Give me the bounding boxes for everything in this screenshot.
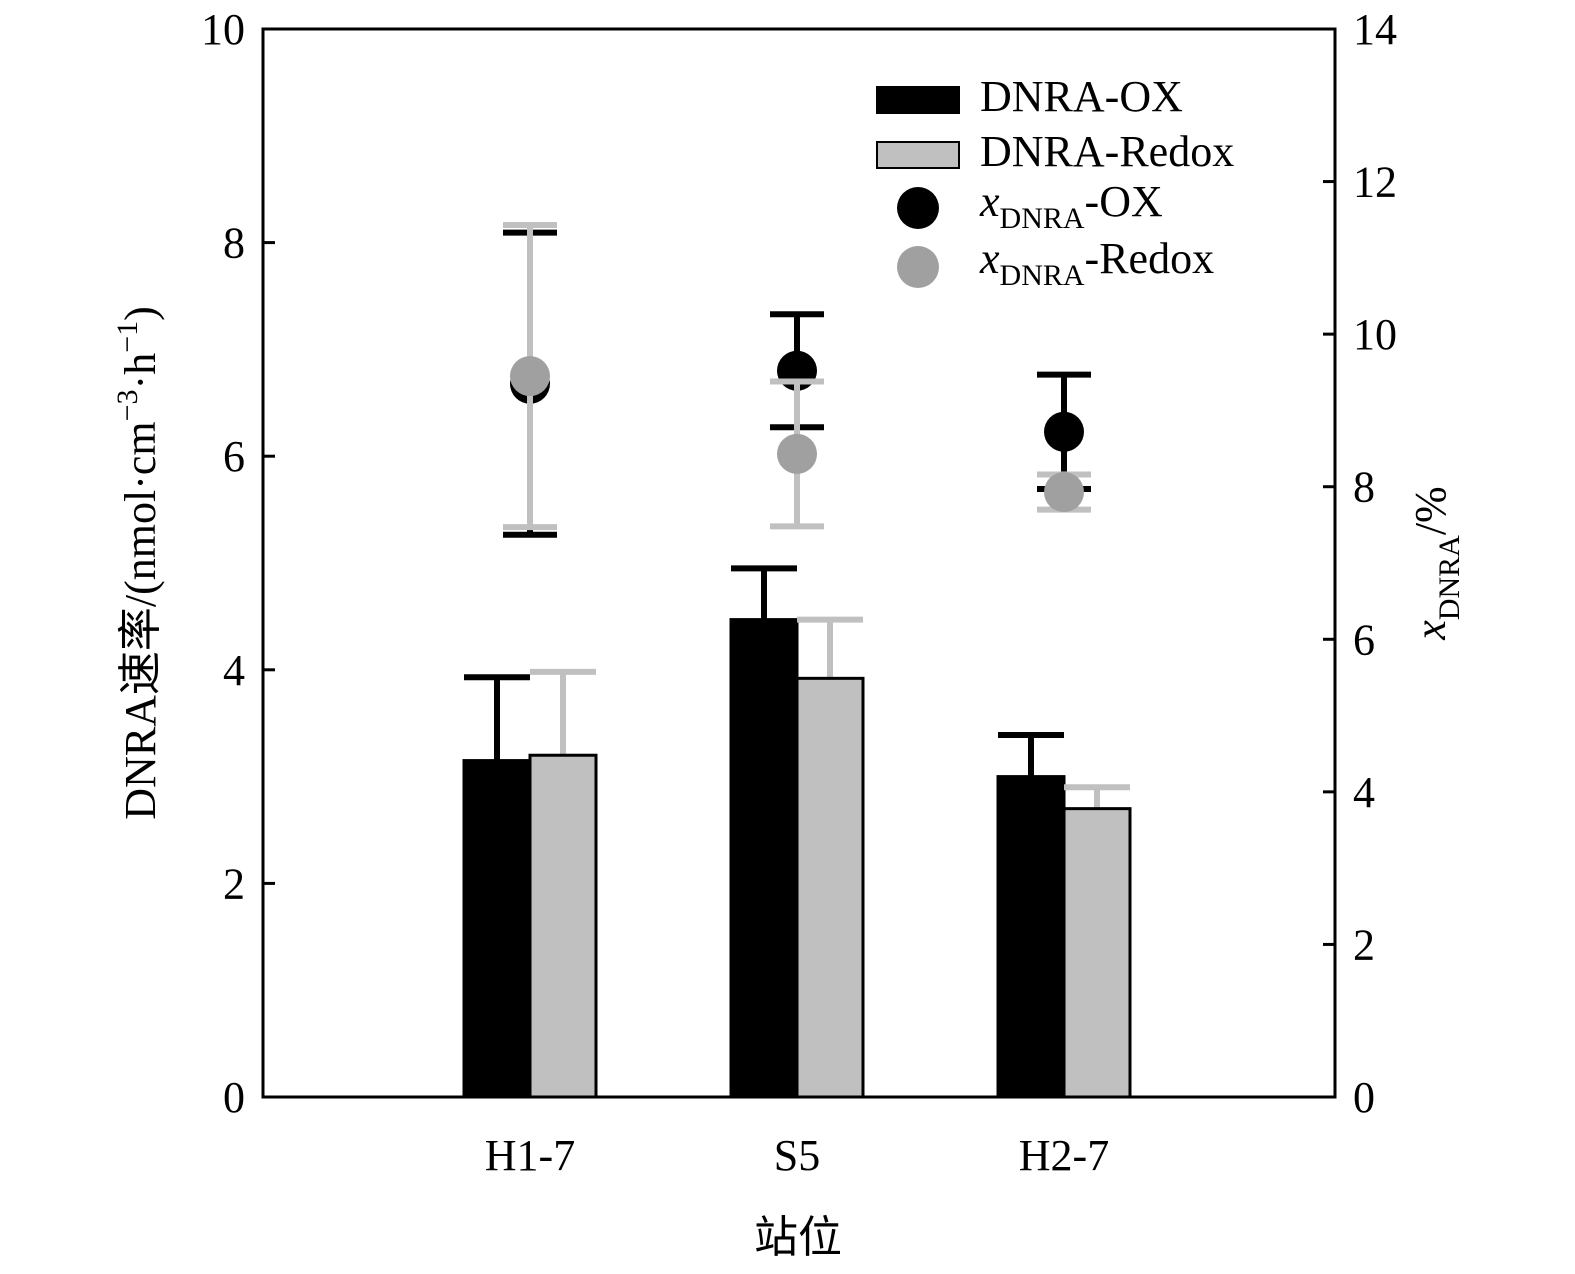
bar	[795, 676, 865, 1099]
data-point	[510, 356, 550, 397]
data-point	[1044, 472, 1084, 513]
right-axis-title: xDNRA/%	[1406, 486, 1466, 640]
legend-label-xdnra-ox: xDNRA-OX	[979, 177, 1163, 235]
x-axis-title: 站位	[754, 1213, 842, 1262]
x-axis: H1-7 S5 H2-7	[485, 1085, 1109, 1180]
left-axis-title: DNRA速率/(nmol·cm−3·h−1)	[111, 306, 165, 820]
x-axis-tick-label: S5	[774, 1131, 820, 1180]
left-axis-tick-label: 4	[223, 646, 245, 695]
right-axis-tick-label: 0	[1353, 1073, 1375, 1122]
left-axis: 0 2 4 6 8 10	[201, 5, 275, 1122]
legend-label-dnra-redox: DNRA-Redox	[980, 127, 1234, 176]
bar	[729, 618, 799, 1099]
plot-content	[462, 222, 1132, 1099]
legend-swatch-dnra-ox	[876, 86, 960, 114]
bar	[462, 759, 532, 1099]
right-axis-tick-label: 8	[1353, 463, 1375, 512]
left-axis-tick-label: 2	[223, 859, 245, 908]
data-point	[1044, 411, 1084, 452]
legend-marker-xdnra-redox	[897, 246, 939, 288]
left-axis-tick-label: 10	[201, 5, 245, 54]
left-axis-tick-label: 0	[223, 1073, 245, 1122]
legend: DNRA-OX DNRA-Redox xDNRA-OX xDNRA-Redox	[876, 72, 1234, 292]
right-axis-tick-label: 10	[1353, 310, 1397, 359]
right-axis-tick-label: 12	[1353, 158, 1397, 207]
x-axis-tick-label: H2-7	[1019, 1131, 1109, 1180]
legend-label-xdnra-redox: xDNRA-Redox	[979, 234, 1214, 292]
bar	[996, 775, 1066, 1099]
legend-marker-xdnra-ox	[897, 187, 939, 229]
x-axis-tick-label: H1-7	[485, 1131, 575, 1180]
legend-swatch-dnra-redox	[876, 141, 960, 169]
left-axis-tick-label: 6	[223, 432, 245, 481]
right-axis-tick-label: 4	[1353, 768, 1375, 817]
legend-label-dnra-ox: DNRA-OX	[980, 72, 1183, 121]
plot-frame	[261, 27, 1337, 1099]
right-axis-tick-label: 6	[1353, 615, 1375, 664]
right-axis: 0 2 4 6 8 10 12 14	[1323, 5, 1397, 1122]
right-axis-tick-label: 14	[1353, 5, 1397, 54]
right-axis-tick-label: 2	[1353, 920, 1375, 969]
left-axis-tick-label: 8	[223, 219, 245, 268]
bar	[1062, 807, 1132, 1099]
data-point	[777, 433, 817, 474]
bar	[528, 753, 598, 1099]
